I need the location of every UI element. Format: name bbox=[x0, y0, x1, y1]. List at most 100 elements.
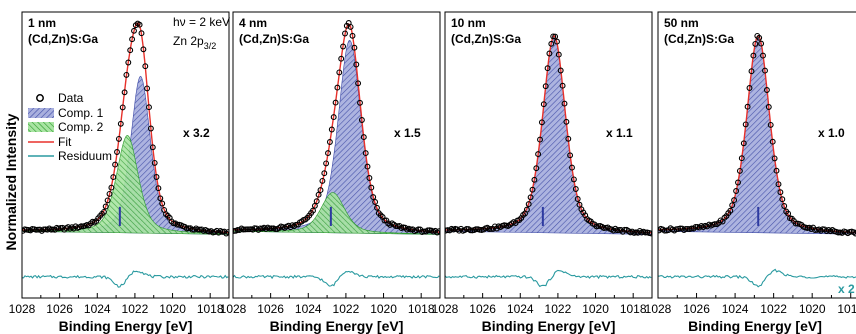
data-point bbox=[467, 227, 474, 234]
x-tick-label: 1018 bbox=[197, 302, 224, 316]
data-point bbox=[569, 164, 575, 171]
data-point bbox=[792, 220, 799, 227]
data-point bbox=[540, 101, 547, 108]
data-point bbox=[733, 188, 740, 194]
panel-frame bbox=[657, 11, 856, 299]
data-point bbox=[153, 174, 160, 180]
plot-area bbox=[445, 33, 652, 288]
data-point bbox=[131, 27, 137, 34]
residuum-line bbox=[445, 269, 652, 288]
data-point bbox=[559, 82, 566, 89]
x-axis-label: Binding Energy [eV] bbox=[270, 318, 404, 334]
residuum-line bbox=[658, 268, 856, 288]
photon-energy-label: hν = 2 keV bbox=[173, 15, 230, 29]
x-tick-label: 1028 bbox=[9, 302, 36, 316]
data-point bbox=[319, 177, 326, 184]
panel-title: 10 nm bbox=[451, 16, 486, 30]
data-point bbox=[121, 89, 128, 96]
data-point bbox=[334, 84, 341, 91]
legend-comp1-label: Comp. 1 bbox=[58, 106, 104, 120]
data-point bbox=[546, 50, 553, 57]
data-point bbox=[106, 190, 113, 197]
data-point bbox=[268, 225, 275, 232]
data-point bbox=[682, 225, 689, 232]
data-point bbox=[328, 126, 335, 133]
data-point bbox=[744, 103, 751, 110]
data-point bbox=[157, 195, 164, 202]
data-point bbox=[368, 184, 375, 191]
data-point bbox=[102, 203, 109, 210]
x-tick-label: 1024 bbox=[295, 302, 322, 316]
data-point bbox=[746, 85, 753, 91]
data-point bbox=[750, 52, 757, 59]
data-point bbox=[78, 223, 85, 230]
data-point bbox=[144, 85, 151, 92]
data-point bbox=[246, 226, 252, 233]
data-point bbox=[358, 117, 365, 123]
data-point bbox=[527, 194, 534, 201]
x-tick-label: 1024 bbox=[507, 302, 534, 316]
data-point bbox=[436, 228, 440, 235]
data-point bbox=[104, 197, 111, 204]
panel-subtitle: (Cd,Zn)S:Ga bbox=[28, 32, 98, 46]
data-point bbox=[557, 67, 564, 74]
data-point bbox=[149, 144, 156, 151]
data-point bbox=[233, 227, 237, 234]
x-tick-label: 1022 bbox=[545, 302, 572, 316]
x-tick-label: 1026 bbox=[257, 302, 284, 316]
x-tick-label: 1024 bbox=[84, 302, 111, 316]
data-point bbox=[225, 229, 229, 236]
data-point bbox=[773, 167, 780, 174]
data-point bbox=[115, 135, 122, 142]
residuum-line bbox=[233, 270, 440, 287]
data-point bbox=[535, 151, 542, 158]
data-point bbox=[727, 207, 734, 214]
data-point bbox=[781, 203, 788, 209]
data-point bbox=[370, 194, 377, 201]
data-point bbox=[244, 226, 251, 233]
data-point bbox=[114, 149, 120, 155]
x-tick-label: 1024 bbox=[722, 302, 749, 316]
data-point bbox=[648, 230, 652, 237]
data-point bbox=[563, 118, 570, 125]
data-point bbox=[310, 207, 316, 214]
panel-title: 1 nm bbox=[28, 16, 56, 30]
x-tick-label: 1022 bbox=[122, 302, 149, 316]
data-point bbox=[771, 155, 778, 162]
x-axis-label: Binding Energy [eV] bbox=[688, 318, 822, 334]
data-point bbox=[364, 163, 371, 170]
data-point bbox=[35, 226, 41, 233]
plot-area bbox=[658, 32, 856, 288]
x-tick-label: 1018 bbox=[408, 302, 435, 316]
data-point bbox=[108, 184, 115, 191]
data-point bbox=[138, 30, 145, 37]
data-point bbox=[136, 21, 143, 28]
data-point bbox=[112, 161, 119, 168]
core-level-subscript: 3/2 bbox=[204, 41, 217, 51]
scale-factor-label: x 1.5 bbox=[394, 126, 421, 140]
data-point bbox=[272, 226, 279, 233]
panel-subtitle: (Cd,Zn)S:Ga bbox=[451, 32, 521, 46]
data-point bbox=[729, 202, 736, 209]
x-tick-label: 1026 bbox=[46, 302, 73, 316]
data-point bbox=[740, 140, 747, 147]
x-tick-label: 1018 bbox=[620, 302, 647, 316]
data-point bbox=[155, 185, 162, 192]
legend-comp1-swatch bbox=[28, 108, 54, 118]
data-point bbox=[835, 229, 842, 236]
x-tick-label: 1022 bbox=[333, 302, 360, 316]
data-point bbox=[523, 206, 530, 213]
data-point bbox=[349, 32, 356, 39]
data-point bbox=[537, 136, 543, 143]
scale-factor-label: x 1.0 bbox=[818, 126, 845, 140]
data-point bbox=[765, 104, 772, 110]
panel-1: 1028 1026 1024 1022 1020 1018 Binding Energy [… bbox=[9, 11, 230, 334]
data-point bbox=[570, 176, 577, 183]
data-point bbox=[661, 227, 668, 234]
legend-residuum-label: Residuum bbox=[58, 149, 112, 163]
data-point bbox=[762, 67, 768, 74]
comp2-area bbox=[22, 135, 229, 235]
data-point bbox=[325, 150, 331, 157]
x-tick-label: 1026 bbox=[683, 302, 710, 316]
data-point bbox=[572, 186, 579, 192]
